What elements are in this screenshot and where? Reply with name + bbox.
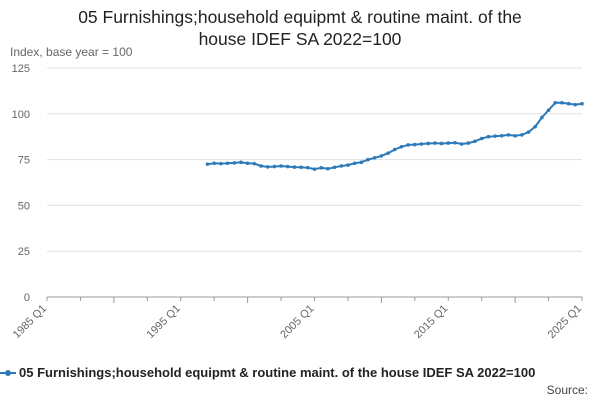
data-point <box>219 161 223 166</box>
data-point <box>439 141 444 146</box>
data-point <box>312 167 317 171</box>
data-point <box>520 133 524 137</box>
chart-title-line-1: 05 Furnishings;household equipmt & routi… <box>78 7 522 27</box>
source-label: Source: <box>546 383 588 397</box>
data-point <box>513 133 517 138</box>
y-tick-label: 50 <box>18 200 30 212</box>
data-point <box>540 115 544 120</box>
data-point <box>479 136 484 141</box>
data-point <box>232 161 237 165</box>
data-point <box>493 134 497 138</box>
data-point <box>259 164 263 168</box>
data-point <box>453 140 457 145</box>
data-point <box>225 161 230 166</box>
x-tick-label: 2015 Q1 <box>412 303 450 341</box>
data-point <box>366 157 370 162</box>
data-point <box>446 141 451 145</box>
legend-series-marker <box>0 368 16 378</box>
data-point <box>466 141 471 145</box>
data-point <box>299 165 303 170</box>
data-point <box>473 139 477 144</box>
data-point <box>526 130 531 134</box>
chart-title: 05 Furnishings;household equipmt & routi… <box>0 6 600 50</box>
data-point <box>332 165 337 170</box>
data-point <box>339 164 344 168</box>
data-point <box>292 165 297 169</box>
y-tick-label: 125 <box>12 63 30 75</box>
data-point <box>306 165 310 170</box>
data-point <box>580 101 584 106</box>
data-point <box>205 162 210 166</box>
data-point <box>379 154 384 158</box>
data-point <box>419 142 424 146</box>
data-point <box>459 142 464 146</box>
x-tick-label: 1995 Q1 <box>145 303 183 341</box>
data-point <box>533 124 537 129</box>
data-point <box>372 155 377 160</box>
data-point <box>546 108 551 112</box>
y-tick-label: 75 <box>18 155 30 167</box>
x-tick-label: 1985 Q1 <box>11 303 49 341</box>
data-point <box>560 101 564 105</box>
chart-title-line-2: house IDEF SA 2022=100 <box>198 29 402 49</box>
data-point <box>279 164 283 168</box>
x-tick-label: 2005 Q1 <box>278 303 316 341</box>
data-point <box>326 166 330 171</box>
data-point <box>566 101 571 106</box>
data-point <box>573 102 578 107</box>
data-point <box>212 161 216 166</box>
data-point <box>413 142 417 147</box>
data-point <box>433 141 437 145</box>
y-tick-label: 25 <box>18 246 30 258</box>
x-tick-label: 2025 Q1 <box>546 303 584 341</box>
y-tick-label: 0 <box>24 292 30 304</box>
y-axis-label: Index, base year = 100 <box>10 45 133 59</box>
data-point <box>285 164 290 169</box>
y-tick-label: 100 <box>12 109 30 121</box>
data-point <box>406 143 410 147</box>
legend[interactable]: 05 Furnishings;household equipmt & routi… <box>0 365 535 380</box>
data-point <box>486 134 491 139</box>
data-point <box>506 133 511 137</box>
data-point <box>252 161 257 166</box>
data-point <box>359 160 364 165</box>
data-point <box>245 161 250 166</box>
data-point <box>272 164 277 169</box>
data-point <box>392 147 397 152</box>
data-point <box>386 151 390 155</box>
legend-series-label: 05 Furnishings;household equipmt & routi… <box>19 365 536 380</box>
data-point <box>399 144 404 149</box>
data-point <box>553 101 558 105</box>
data-point <box>352 161 357 166</box>
data-point <box>265 165 270 169</box>
data-point <box>426 141 430 146</box>
data-point <box>239 160 243 165</box>
data-point <box>499 133 504 138</box>
data-point <box>319 166 323 170</box>
data-point <box>346 163 350 167</box>
